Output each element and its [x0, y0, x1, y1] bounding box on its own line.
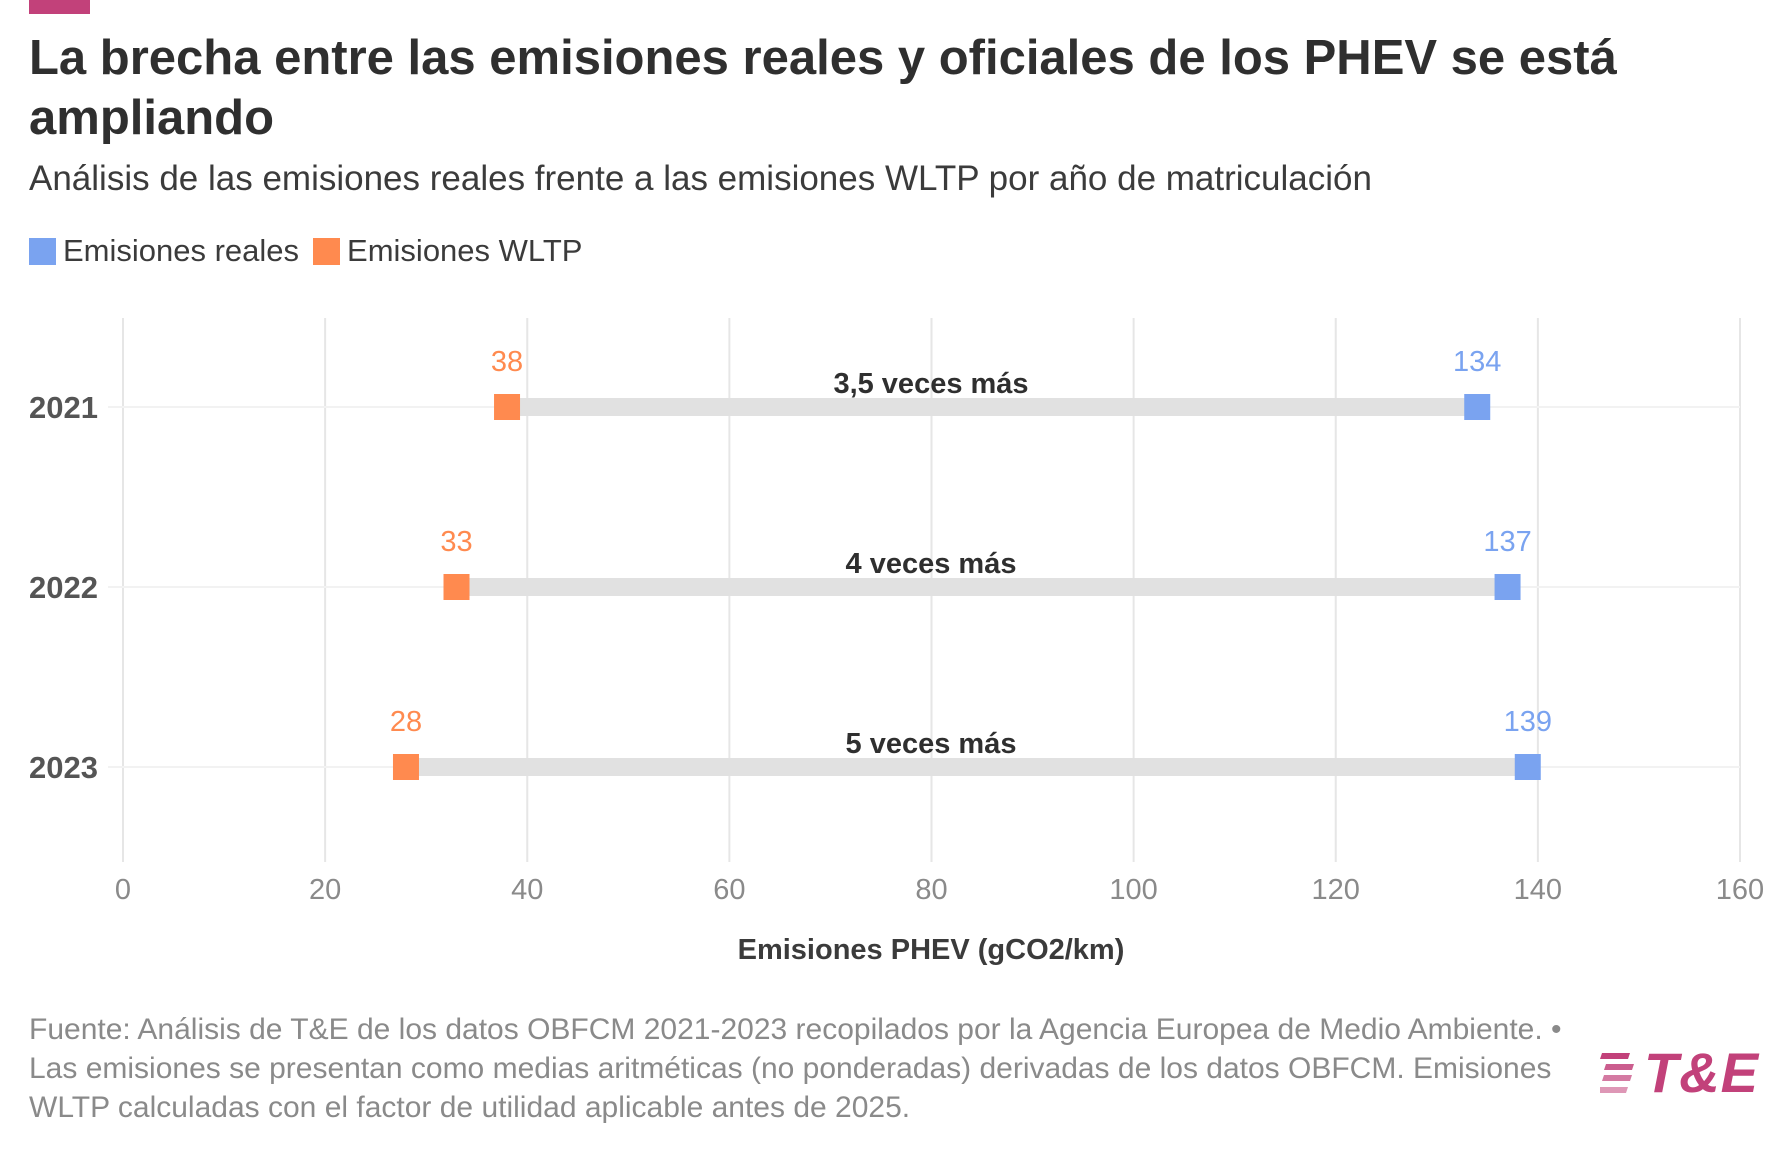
- legend-label-wltp: Emisiones WLTP: [347, 233, 583, 268]
- annotation-2022: 4 veces más: [846, 548, 1017, 580]
- data-label-real-2022: 137: [1483, 526, 1531, 558]
- data-label-wltp-2022: 33: [440, 526, 472, 558]
- y-tick-label-2023: 2023: [29, 750, 98, 785]
- legend: Emisiones reales Emisiones WLTP: [29, 233, 596, 269]
- x-tick-label-100: 100: [1109, 874, 1157, 906]
- x-tick-label-160: 160: [1716, 874, 1764, 906]
- x-tick-label-20: 20: [309, 874, 341, 906]
- legend-item-wltp: Emisiones WLTP: [313, 233, 582, 269]
- point-wltp-2021: [494, 394, 521, 420]
- x-tick-label-40: 40: [511, 874, 543, 906]
- point-wltp-2023: [392, 754, 419, 780]
- x-tick-label-120: 120: [1312, 874, 1360, 906]
- data-label-real-2023: 139: [1504, 706, 1552, 738]
- accent-bar: [29, 0, 90, 14]
- point-real-2023: [1514, 754, 1541, 780]
- chart-title: La brecha entre las emisiones reales y o…: [29, 31, 1617, 145]
- data-label-wltp-2021: 38: [491, 346, 523, 378]
- dot-range-chart: 2021 38 134 3,5 veces más 2022 33 137 4 veces m…: [29, 318, 1764, 966]
- te-logo: T&E: [1600, 1040, 1759, 1105]
- y-tick-label-2022: 2022: [29, 570, 98, 605]
- legend-swatch-real: [29, 237, 56, 265]
- x-tick-label-0: 0: [115, 874, 131, 906]
- x-axis-label: Emisiones PHEV (gCO2/km): [738, 934, 1125, 966]
- point-real-2021: [1464, 394, 1491, 420]
- chart-subtitle: Análisis de las emisiones reales frente …: [29, 159, 1372, 198]
- x-tick-label-80: 80: [915, 874, 947, 906]
- legend-swatch-wltp: [313, 237, 341, 265]
- y-tick-label-2021: 2021: [29, 390, 98, 425]
- point-real-2022: [1494, 574, 1521, 600]
- legend-label-real: Emisiones reales: [63, 233, 300, 268]
- footer-source: Fuente: Análisis de T&E de los datos OBF…: [29, 1013, 1562, 1124]
- x-tick-label-140: 140: [1514, 874, 1562, 906]
- annotation-2023: 5 veces más: [846, 728, 1017, 760]
- chart-rows: 2021 38 134 3,5 veces más 2022 33 137 4 veces m…: [29, 346, 1740, 785]
- te-logo-text: T&E: [1644, 1041, 1759, 1104]
- x-tick-label-60: 60: [713, 874, 745, 906]
- te-stripes-icon: [1600, 1052, 1634, 1093]
- x-axis: 0 20 40 60 80 100 120 140 160: [115, 874, 1764, 906]
- data-label-real-2021: 134: [1453, 346, 1501, 378]
- data-label-wltp-2023: 28: [390, 706, 422, 738]
- annotation-2021: 3,5 veces más: [833, 368, 1028, 400]
- legend-item-real: Emisiones reales: [29, 233, 299, 269]
- point-wltp-2022: [443, 574, 470, 600]
